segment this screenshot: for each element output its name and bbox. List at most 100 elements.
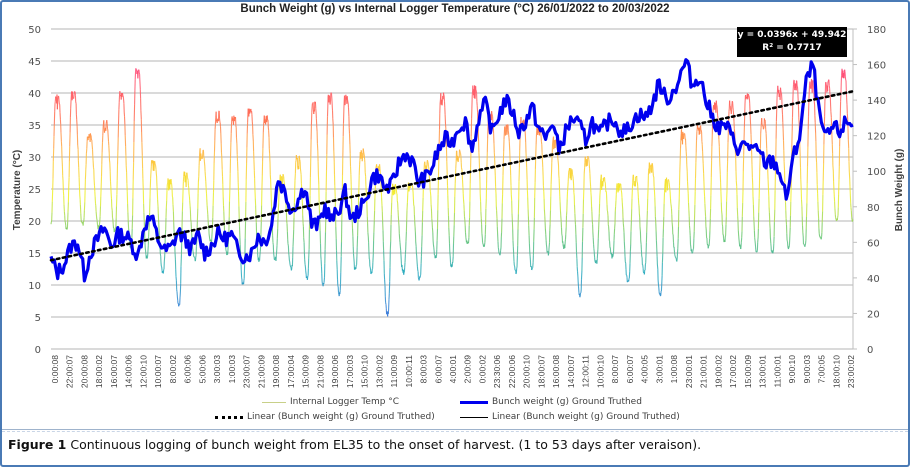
legend-swatch-temperature (262, 401, 286, 403)
caption-label: Figure 1 (8, 437, 67, 452)
x-tick-label: 22:00:07 (65, 355, 75, 388)
x-tick-label: 3:00:01 (654, 355, 664, 384)
y2-tick-label: 40 (867, 274, 880, 285)
y2-axis-title: Bunch Weight (g) (894, 149, 905, 232)
trendline-equation-box: y = 0.0396x + 49.942 R² = 0.7717 (737, 27, 847, 57)
x-tick-label: 4:00:01 (448, 355, 458, 384)
y-tick-label: 35 (28, 121, 41, 132)
x-tick-label: 2:00:09 (463, 355, 473, 384)
caption-divider-dashed (2, 431, 908, 432)
x-tick-label: 10:00:11 (404, 355, 414, 388)
x-tick-label: 23:30:06 (492, 355, 502, 388)
x-tick-label: 4:00:05 (640, 355, 650, 384)
legend-swatch-linear-dotted (215, 415, 243, 419)
y-axis-right: 0 20 40 60 80 100 120 140 160 180 (852, 25, 886, 356)
x-tick-label: 8:00:07 (610, 355, 620, 384)
legend-label: Linear (Bunch weight (g) Ground Truthed) (247, 412, 435, 422)
x-tick-label: 18:00:02 (94, 355, 104, 388)
x-tick-label: 3:00:03 (212, 355, 222, 384)
x-tick-label: 13:00:01 (758, 355, 768, 388)
x-tick-label: 13:00:02 (374, 355, 384, 388)
caption-text: Continuous logging of bunch weight from … (66, 437, 702, 452)
x-tick-label: 9:00:03 (802, 355, 812, 384)
x-tick-label: 16:00:08 (551, 355, 561, 388)
x-tick-label: 11:00:01 (772, 355, 782, 388)
x-tick-label: 9:00:10 (787, 355, 797, 384)
gridlines (51, 28, 853, 350)
series-bunch-weight (49, 58, 854, 283)
x-tick-label: 21:00:01 (699, 355, 709, 388)
bunch-weight-line (49, 58, 854, 283)
x-tick-label: 20:00:10 (522, 355, 532, 388)
x-tick-label: 0:00:08 (50, 355, 60, 384)
figure-caption: Figure 1 Continuous logging of bunch wei… (8, 437, 701, 452)
y2-tick-label: 60 (867, 238, 880, 249)
x-tick-label: 5:00:06 (197, 355, 207, 384)
x-tick-label: 14:00:06 (124, 355, 134, 388)
y-axis-left: 0 5 10 15 20 25 30 35 40 45 50 (28, 25, 41, 356)
x-tick-label: 17:00:04 (286, 355, 296, 388)
x-tick-label: 6:00:06 (183, 355, 193, 384)
x-tick-label: 8:00:02 (168, 355, 178, 384)
y2-tick-label: 80 (867, 203, 880, 214)
x-tick-label: 21:00:08 (315, 355, 325, 388)
x-tick-label: 7:00:05 (817, 355, 827, 384)
x-tick-label: 21:00:09 (256, 355, 266, 388)
y-tick-label: 45 (28, 57, 41, 68)
y2-tick-label: 20 (867, 309, 880, 320)
x-tick-label: 14:00:07 (566, 355, 576, 388)
x-tick-label: 8:00:03 (419, 355, 429, 384)
legend-label: Bunch weight (g) Ground Truthed (492, 397, 642, 407)
x-tick-label: 16:00:07 (109, 355, 119, 388)
y-tick-label: 30 (28, 153, 41, 164)
trendline (49, 89, 855, 262)
x-tick-label: 19:00:06 (330, 355, 340, 388)
x-tick-label: 19:00:08 (271, 355, 281, 388)
series-temperature (50, 68, 854, 317)
x-tick-label: 23:00:07 (242, 355, 252, 388)
x-tick-label: 19:00:02 (713, 355, 723, 388)
y-tick-label: 0 (35, 345, 41, 356)
x-tick-label: 17:00:03 (345, 355, 355, 388)
y2-tick-label: 160 (867, 61, 886, 72)
legend-label: Linear (Bunch weight (g) Ground Truthed) (492, 412, 680, 422)
x-axis: 0:00:08 22:00:07 20:00:08 18:00:02 16:00:07 1… (50, 355, 856, 388)
x-tick-label: 1:00:03 (227, 355, 237, 384)
x-tick-label: 22:00:06 (507, 355, 517, 388)
x-tick-label: 10:00:07 (153, 355, 163, 388)
x-tick-label: 10:00:10 (595, 355, 605, 388)
y2-tick-label: 0 (867, 345, 873, 356)
y-tick-label: 10 (28, 281, 41, 292)
x-tick-label: 11:00:09 (389, 355, 399, 388)
x-tick-label: 15:00:09 (743, 355, 753, 388)
legend-item-bunch-weight: Bunch weight (g) Ground Truthed (460, 397, 642, 407)
trendline-r-squared: R² = 0.7717 (762, 43, 822, 53)
legend-swatch-linear-solid (460, 416, 488, 418)
x-tick-label: 1:00:08 (669, 355, 679, 384)
y-tick-label: 15 (28, 249, 41, 260)
trendline-equation: y = 0.0396x + 49.942 (737, 30, 847, 40)
y2-tick-label: 180 (867, 25, 886, 36)
y-axis-title: Temperature (°C) (12, 150, 23, 231)
legend-item-temperature: Internal Logger Temp °C (262, 397, 399, 407)
chart-title: Bunch Weight (g) vs Internal Logger Temp… (240, 3, 670, 15)
caption-divider (2, 429, 908, 430)
y-tick-label: 20 (28, 217, 41, 228)
chart-svg: 0 5 10 15 20 25 30 35 40 45 50 0 20 40 60 80 100 120 140 1… (12, 25, 905, 388)
x-tick-label: 23:00:01 (684, 355, 694, 388)
x-tick-label: 0:00:02 (477, 355, 487, 384)
x-tick-label: 12:00:11 (581, 355, 591, 388)
y-tick-label: 50 (28, 25, 41, 36)
x-tick-label: 18:00:10 (831, 355, 841, 388)
x-tick-label: 6:00:07 (433, 355, 443, 384)
legend-label: Internal Logger Temp °C (290, 397, 400, 407)
x-tick-label: 18:00:07 (536, 355, 546, 388)
y-tick-label: 40 (28, 89, 41, 100)
y2-tick-label: 100 (867, 167, 886, 178)
legend-swatch-bunch-weight (460, 400, 488, 404)
legend-item-linear-solid: Linear (Bunch weight (g) Ground Truthed) (460, 412, 680, 422)
x-tick-label: 23:00:02 (846, 355, 856, 388)
x-tick-label: 17:00:02 (728, 355, 738, 388)
x-tick-label: 20:00:08 (79, 355, 89, 388)
x-tick-label: 15:00:10 (360, 355, 370, 388)
